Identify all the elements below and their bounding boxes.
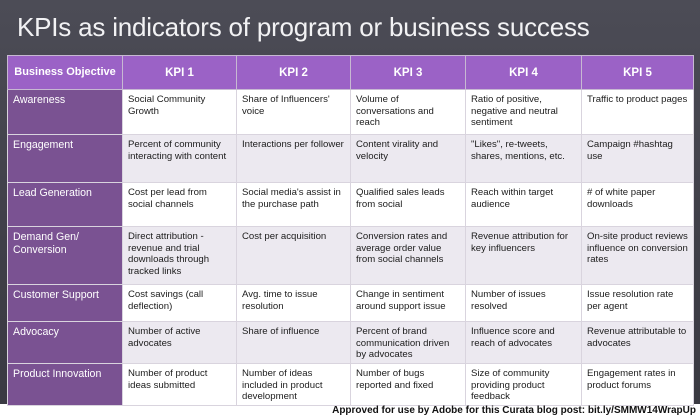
kpi-cell: Issue resolution rate per agent xyxy=(581,284,694,322)
table-row-customer-support: Customer Support Cost savings (call defl… xyxy=(7,284,694,322)
kpi-cell: Number of product ideas submitted xyxy=(122,363,237,406)
kpi-cell: Direct attribution - revenue and trial d… xyxy=(122,226,237,285)
objective-cell: Advocacy xyxy=(7,321,123,364)
header-kpi-1: KPI 1 xyxy=(122,55,237,90)
objective-cell: Awareness xyxy=(7,89,123,135)
kpi-table: Business Objective KPI 1 KPI 2 KPI 3 KPI… xyxy=(7,55,694,406)
header-kpi-3: KPI 3 xyxy=(350,55,466,90)
kpi-cell: Cost per acquisition xyxy=(236,226,351,285)
kpi-cell: Volume of conversations and reach xyxy=(350,89,466,135)
kpi-cell: Reach within target audience xyxy=(465,182,582,227)
kpi-cell: Content virality and velocity xyxy=(350,134,466,183)
kpi-cell: Share of influence xyxy=(236,321,351,364)
kpi-cell: Qualified sales leads from social xyxy=(350,182,466,227)
table-row-lead-generation: Lead Generation Cost per lead from socia… xyxy=(7,182,694,227)
kpi-cell: Avg. time to issue resolution xyxy=(236,284,351,322)
kpi-cell: Number of bugs reported and fixed xyxy=(350,363,466,406)
kpi-cell: Revenue attribution for key influencers xyxy=(465,226,582,285)
kpi-cell: "Likes", re-tweets, shares, mentions, et… xyxy=(465,134,582,183)
kpi-cell: Size of community providing product feed… xyxy=(465,363,582,406)
kpi-cell: Change in sentiment around support issue xyxy=(350,284,466,322)
kpi-cell: Number of ideas included in product deve… xyxy=(236,363,351,406)
kpi-cell: # of white paper downloads xyxy=(581,182,694,227)
kpi-cell: On-site product reviews influence on con… xyxy=(581,226,694,285)
objective-cell: Product Innovation xyxy=(7,363,123,406)
table-row-advocacy: Advocacy Number of active advocates Shar… xyxy=(7,321,694,364)
kpi-cell: Social media's assist in the purchase pa… xyxy=(236,182,351,227)
slide: KPIs as indicators of program or busines… xyxy=(0,0,700,406)
table-row-engagement: Engagement Percent of community interact… xyxy=(7,134,694,183)
slide-title: KPIs as indicators of program or busines… xyxy=(17,12,590,42)
table-row-product-innovation: Product Innovation Number of product ide… xyxy=(7,363,694,406)
table-row-awareness: Awareness Social Community Growth Share … xyxy=(7,89,694,135)
header-kpi-5: KPI 5 xyxy=(581,55,694,90)
kpi-cell: Cost per lead from social channels xyxy=(122,182,237,227)
table-row-demand-gen-conversion: Demand Gen/ Conversion Direct attributio… xyxy=(7,226,694,285)
objective-cell: Engagement xyxy=(7,134,123,183)
kpi-cell: Conversion rates and average order value… xyxy=(350,226,466,285)
header-kpi-2: KPI 2 xyxy=(236,55,351,90)
credit-line: Approved for use by Adobe for this Curat… xyxy=(332,405,696,416)
kpi-cell: Traffic to product pages xyxy=(581,89,694,135)
kpi-cell: Ratio of positive, negative and neutral … xyxy=(465,89,582,135)
kpi-cell: Percent of brand communication driven by… xyxy=(350,321,466,364)
kpi-cell: Social Community Growth xyxy=(122,89,237,135)
kpi-cell: Engagement rates in product forums xyxy=(581,363,694,406)
header-business-objective: Business Objective xyxy=(7,55,123,90)
table-header-row: Business Objective KPI 1 KPI 2 KPI 3 KPI… xyxy=(7,55,694,90)
kpi-cell: Percent of community interacting with co… xyxy=(122,134,237,183)
kpi-cell: Influence score and reach of advocates xyxy=(465,321,582,364)
kpi-cell: Number of active advocates xyxy=(122,321,237,364)
objective-cell: Lead Generation xyxy=(7,182,123,227)
kpi-cell: Interactions per follower xyxy=(236,134,351,183)
kpi-cell: Share of Influencers' voice xyxy=(236,89,351,135)
kpi-cell: Cost savings (call deflection) xyxy=(122,284,237,322)
objective-cell: Demand Gen/ Conversion xyxy=(7,226,123,285)
objective-cell: Customer Support xyxy=(7,284,123,322)
kpi-cell: Number of issues resolved xyxy=(465,284,582,322)
kpi-cell: Revenue attributable to advocates xyxy=(581,321,694,364)
header-kpi-4: KPI 4 xyxy=(465,55,582,90)
kpi-cell: Campaign #hashtag use xyxy=(581,134,694,183)
